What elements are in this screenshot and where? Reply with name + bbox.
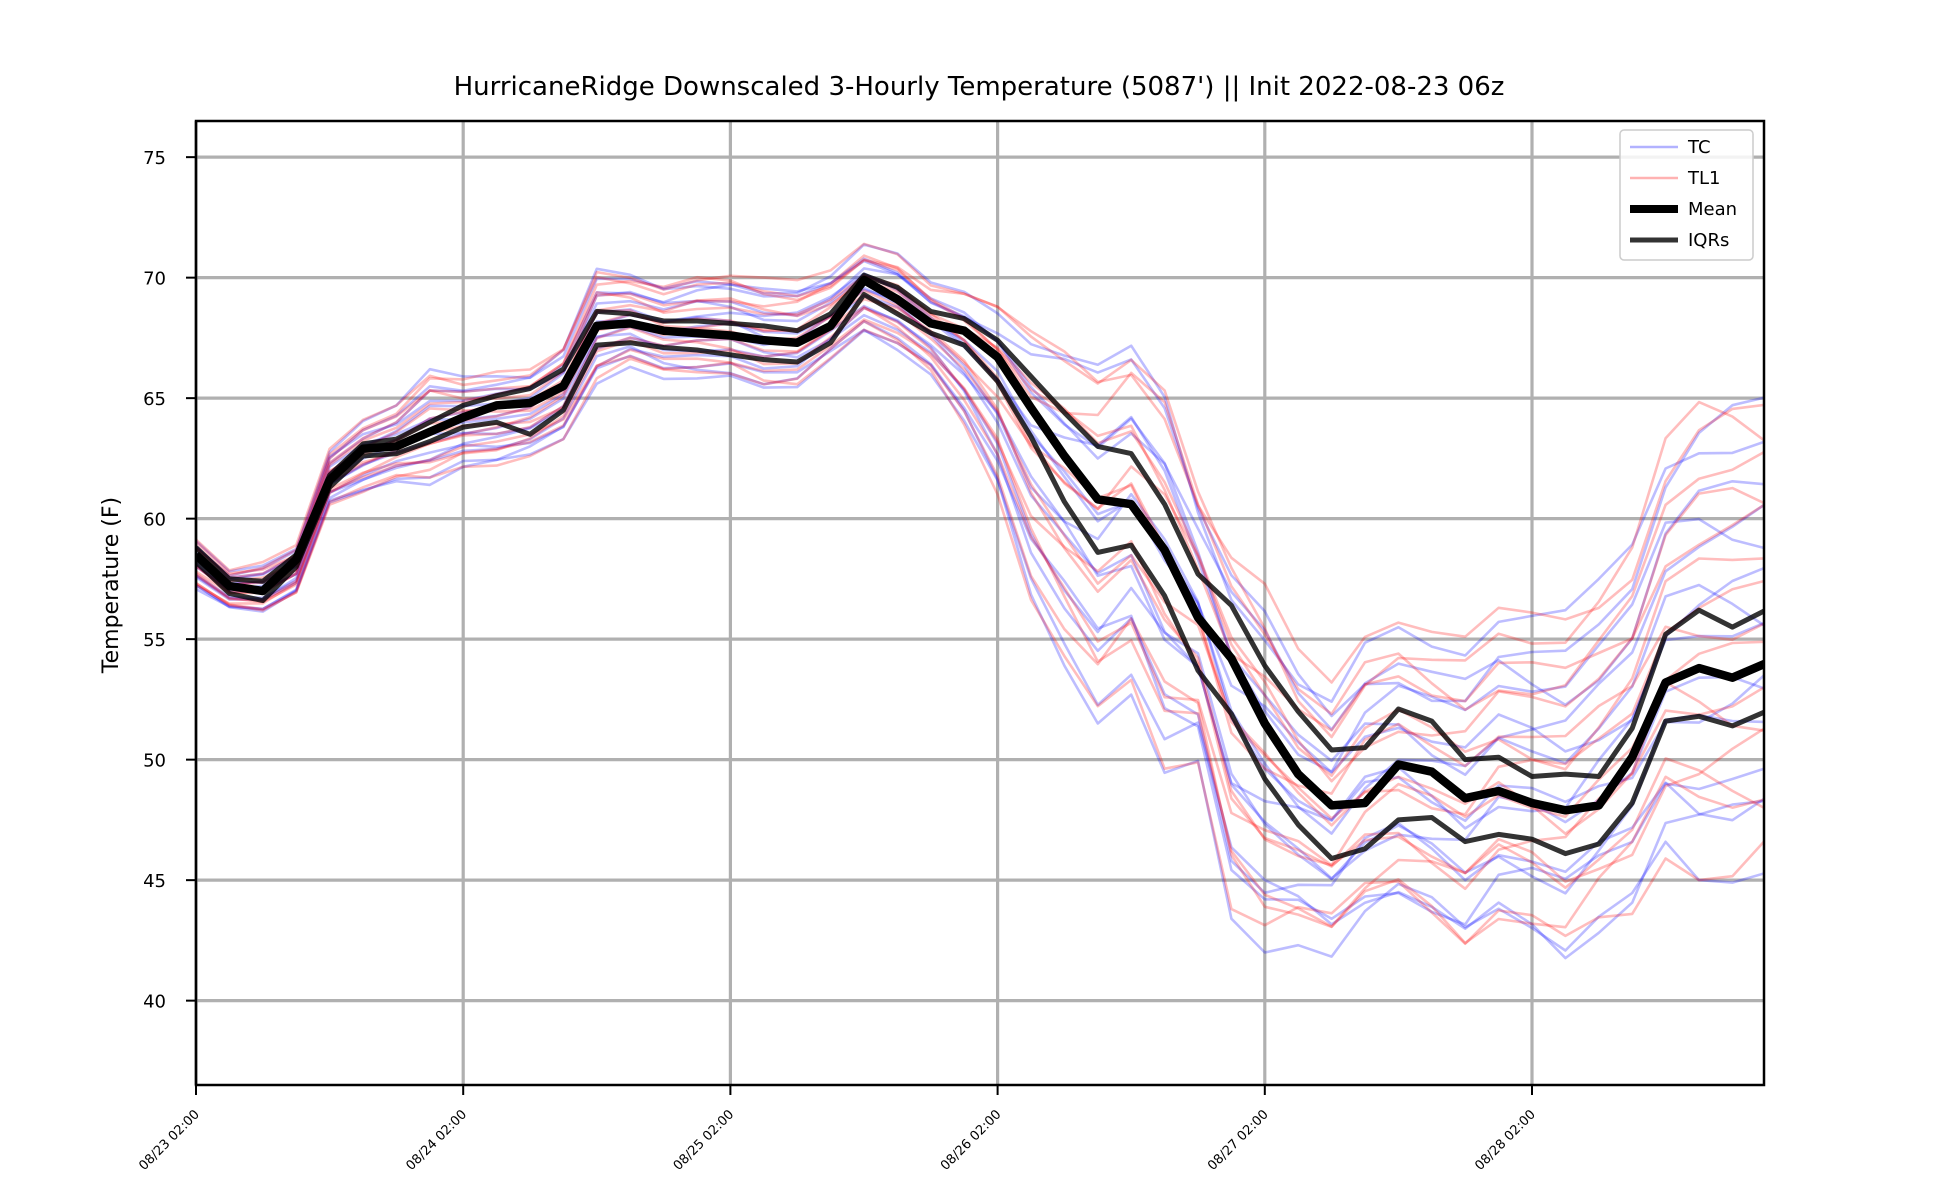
ensemble-line-tl1: [196, 320, 1764, 945]
ensemble-line-tl1: [196, 274, 1764, 783]
legend: TC TL1 Mean IQRs: [1619, 129, 1754, 261]
series-line-iqr-upper: [196, 272, 1764, 779]
ensemble-line-tc: [196, 288, 1764, 835]
y-axis-label: Temperature (F): [99, 497, 124, 674]
ensemble-line-tl1: [196, 258, 1764, 716]
y-tick-label: 45: [143, 871, 166, 892]
ensemble-line-tc: [196, 306, 1764, 895]
ensemble-line-tc: [196, 304, 1764, 880]
legend-label-tl1: TL1: [1687, 168, 1720, 189]
y-tick-label: 65: [143, 389, 166, 410]
legend-label-mean: Mean: [1688, 199, 1737, 220]
chart-title: HurricaneRidge Downscaled 3-Hourly Tempe…: [454, 72, 1505, 102]
ensemble-line-tl1: [196, 306, 1764, 891]
ensemble-line-tl1: [196, 328, 1764, 945]
legend-label-tc: TC: [1687, 137, 1711, 158]
ensemble-line-tl1: [196, 278, 1764, 778]
ensemble-line-tc: [196, 319, 1764, 926]
ensemble-members: [196, 242, 1764, 960]
ensemble-line-tl1: [196, 293, 1764, 835]
y-tick-label: 50: [143, 751, 166, 772]
ensemble-line-tl1: [196, 305, 1764, 883]
y-tick-label: 70: [143, 269, 166, 290]
series-line-mean: [196, 275, 1764, 815]
ensemble-line-tl1: [196, 254, 1764, 732]
y-tick-label: 40: [143, 992, 166, 1013]
legend-label-iqrs: IQRs: [1688, 230, 1729, 251]
ensemble-line-tl1: [196, 242, 1764, 684]
y-tick-label: 55: [143, 630, 166, 651]
series-line-iqr-lower: [196, 292, 1764, 861]
y-tick-label: 60: [143, 510, 166, 531]
ensemble-line-tc: [196, 257, 1764, 718]
ensemble-line-tc: [196, 313, 1764, 895]
ensemble-line-tc: [196, 329, 1764, 958]
plot-frame: [194, 119, 1766, 1087]
ensemble-line-tc: [196, 286, 1764, 823]
ensemble-line-tc: [196, 243, 1764, 703]
ensemble-line-tl1: [196, 258, 1764, 739]
legend-box: [1619, 129, 1754, 261]
ensemble-line-tl1: [196, 318, 1764, 928]
summary-series: [196, 272, 1764, 861]
ensemble-line-tc: [196, 328, 1764, 960]
y-tick-label: 75: [143, 148, 166, 169]
